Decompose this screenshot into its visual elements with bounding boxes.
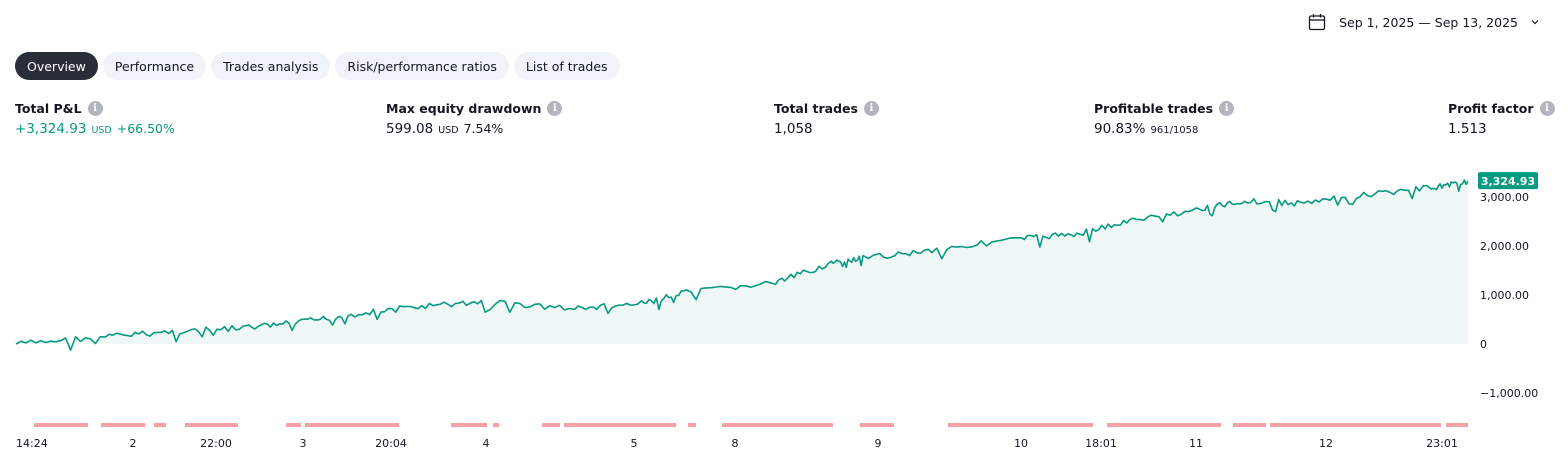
tab-overview[interactable]: Overview: [15, 52, 98, 80]
info-icon[interactable]: i: [863, 100, 879, 116]
drawdown-marker: [286, 423, 301, 427]
drawdown-marker: [101, 423, 145, 427]
stat-profitable-trades: Profitable trades i 90.83% 961/1058: [1094, 98, 1235, 137]
stat-total-trades: Total trades i 1,058: [774, 98, 879, 137]
x-tick-label: 10: [1014, 437, 1028, 450]
info-icon[interactable]: i: [1219, 100, 1235, 116]
stat-value: 1.513: [1448, 121, 1487, 137]
stat-label: Total P&L: [15, 100, 82, 116]
y-tick-label: 0: [1480, 338, 1487, 351]
stat-detail: 961/1058: [1150, 125, 1199, 136]
x-tick-label: 14:24: [16, 437, 48, 450]
drawdown-marker: [451, 423, 487, 427]
drawdown-marker: [154, 423, 166, 427]
drawdown-marker: [185, 423, 238, 427]
drawdown-marker: [722, 423, 833, 427]
y-tick-label: 3,000.00: [1480, 191, 1529, 204]
drawdown-marker: [564, 423, 676, 427]
info-icon[interactable]: i: [547, 100, 563, 116]
stat-total-pnl: Total P&L i +3,324.93 USD +66.50%: [15, 98, 175, 137]
equity-chart[interactable]: 3,000.00 2,000.00 1,000.00 0 −1,000.00 3,324.…: [0, 160, 1568, 455]
x-tick-label: 18:01: [1085, 437, 1117, 450]
x-tick-label: 23:01: [1426, 437, 1458, 450]
drawdown-marker: [860, 423, 894, 427]
stat-value: +3,324.93: [15, 121, 87, 137]
tab-risk-performance-ratios[interactable]: Risk/performance ratios: [335, 52, 509, 80]
drawdown-marker: [1270, 423, 1441, 427]
date-range-label: Sep 1, 2025 — Sep 13, 2025: [1339, 14, 1518, 30]
calendar-icon: [1308, 14, 1326, 31]
x-tick-label: 22:00: [200, 437, 232, 450]
stat-label: Profitable trades: [1094, 100, 1214, 116]
drawdown-marker: [34, 423, 88, 427]
drawdown-marker: [493, 423, 499, 427]
last-value-label: 3,324.93: [1481, 175, 1535, 188]
x-tick-label: 5: [631, 437, 638, 450]
equity-area-fill: [16, 180, 1468, 351]
stat-label: Total trades: [774, 100, 858, 116]
y-tick-label: 1,000.00: [1480, 289, 1529, 302]
x-tick-label: 8: [732, 437, 739, 450]
last-value-badge: [1478, 172, 1538, 190]
info-icon[interactable]: i: [87, 100, 103, 116]
tab-trades-analysis[interactable]: Trades analysis: [211, 52, 331, 80]
drawdown-marker: [542, 423, 560, 427]
stat-value: 90.83%: [1094, 121, 1146, 137]
stat-value: 599.08: [386, 121, 434, 137]
x-tick-label: 3: [300, 437, 307, 450]
drawdown-marker: [305, 423, 399, 427]
y-tick-label: −1,000.00: [1480, 387, 1538, 400]
y-tick-label: 2,000.00: [1480, 240, 1529, 253]
x-tick-label: 9: [875, 437, 882, 450]
tab-bar: Overview Performance Trades analysis Ris…: [15, 52, 620, 80]
x-tick-label: 20:04: [375, 437, 407, 450]
stat-profit-factor: Profit factor i 1.513: [1448, 98, 1555, 137]
stat-percent: +66.50%: [116, 121, 175, 136]
x-tick-label: 12: [1319, 437, 1333, 450]
x-tick-label: 11: [1189, 437, 1203, 450]
x-tick-label: 2: [130, 437, 137, 450]
stat-max-drawdown: Max equity drawdown i 599.08 USD 7.54%: [386, 98, 563, 137]
drawdown-marker: [1233, 423, 1266, 427]
drawdown-marker: [688, 423, 696, 427]
drawdown-marker: [1446, 423, 1468, 427]
stat-label: Max equity drawdown: [386, 100, 542, 116]
stat-value: 1,058: [774, 121, 813, 137]
stat-label: Profit factor: [1448, 100, 1534, 116]
tab-list-of-trades[interactable]: List of trades: [513, 52, 620, 80]
tab-performance[interactable]: Performance: [102, 52, 207, 80]
stat-unit: USD: [91, 125, 112, 136]
info-icon[interactable]: i: [1539, 100, 1555, 116]
stat-percent: 7.54%: [463, 121, 504, 136]
x-tick-label: 4: [483, 437, 490, 450]
drawdown-marker: [948, 423, 1093, 427]
date-range-picker[interactable]: Sep 1, 2025 — Sep 13, 2025: [1307, 12, 1540, 32]
chevron-down-icon: [1531, 20, 1539, 25]
drawdown-marker: [1107, 423, 1221, 427]
equity-line: [15, 179, 1469, 351]
stat-unit: USD: [438, 125, 459, 136]
